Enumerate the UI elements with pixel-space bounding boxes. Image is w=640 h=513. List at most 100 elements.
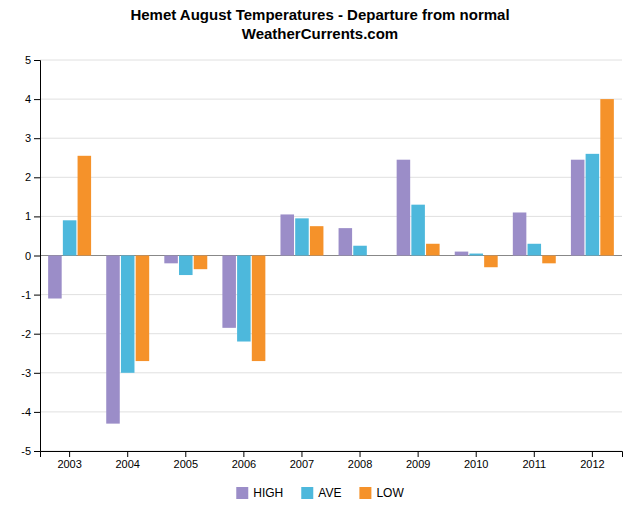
x-tick: 2009 xyxy=(406,451,430,470)
bar xyxy=(78,156,92,256)
legend-item: LOW xyxy=(359,486,404,500)
bar xyxy=(513,212,527,255)
bar xyxy=(353,246,367,256)
bar xyxy=(339,228,353,255)
y-tick-mark xyxy=(34,138,40,139)
bar xyxy=(571,160,585,256)
x-tick-label: 2005 xyxy=(174,458,198,470)
x-tick-label: 2006 xyxy=(232,458,256,470)
grid xyxy=(40,60,622,451)
x-tick-mark xyxy=(127,451,128,457)
y-tick-label: -3 xyxy=(21,367,31,379)
x-tick-label: 2009 xyxy=(406,458,430,470)
bar xyxy=(237,256,251,342)
y-axis: -5-4-3-2-1012345 xyxy=(21,54,40,457)
bar xyxy=(469,254,483,256)
x-tick-label: 2004 xyxy=(115,458,139,470)
bar xyxy=(426,244,440,256)
y-tick-mark xyxy=(34,295,40,296)
y-tick-label: -1 xyxy=(21,289,31,301)
legend-swatch xyxy=(301,487,313,499)
y-tick-mark xyxy=(34,60,40,61)
bars xyxy=(48,99,614,424)
bar xyxy=(484,256,498,268)
bar xyxy=(295,218,309,255)
bar xyxy=(136,256,150,362)
x-axis-line xyxy=(41,452,623,458)
bar xyxy=(194,256,208,270)
x-tick: 2011 xyxy=(522,451,546,470)
y-tick-label: 0 xyxy=(25,250,31,262)
x-tick-mark xyxy=(69,451,70,457)
x-tick-label: 2003 xyxy=(57,458,81,470)
x-tick-mark xyxy=(418,451,419,457)
bar xyxy=(48,256,62,299)
series xyxy=(63,154,599,373)
y-tick-label: 4 xyxy=(25,93,31,105)
x-tick: 2007 xyxy=(290,451,314,470)
x-tick: 2010 xyxy=(464,451,488,470)
bar xyxy=(455,252,469,256)
y-tick: -3 xyxy=(21,367,40,379)
grid-line xyxy=(40,60,622,61)
legend-item: AVE xyxy=(301,486,341,500)
bar xyxy=(164,256,178,264)
bar xyxy=(222,256,236,328)
y-tick-label: 5 xyxy=(25,54,31,66)
x-tick-mark xyxy=(301,451,302,457)
bar xyxy=(411,205,425,256)
legend-item: HIGH xyxy=(236,486,283,500)
x-tick: 2005 xyxy=(174,451,198,470)
x-tick-label: 2012 xyxy=(580,458,604,470)
x-tick: 2003 xyxy=(57,451,81,470)
legend: HIGH AVE LOW xyxy=(236,486,404,500)
y-tick-label: -4 xyxy=(21,406,31,418)
bar xyxy=(542,256,556,264)
plot: -5-4-3-2-1012345200320042005200620072008… xyxy=(21,54,622,470)
bar xyxy=(528,244,542,256)
y-tick-label: 1 xyxy=(25,210,31,222)
bar xyxy=(106,256,120,424)
y-tick-mark xyxy=(34,256,40,257)
series xyxy=(48,160,584,424)
x-tick-mark xyxy=(243,451,244,457)
y-tick-mark xyxy=(34,99,40,100)
x-tick: 2004 xyxy=(115,451,139,470)
chart: Hemet August Temperatures - Departure fr… xyxy=(0,0,640,513)
y-axis-line xyxy=(34,61,41,452)
bar xyxy=(63,220,77,255)
y-tick-mark xyxy=(34,412,40,413)
legend-swatch xyxy=(359,487,371,499)
x-tick: 2008 xyxy=(348,451,372,470)
grid-line xyxy=(40,216,622,217)
legend-label: LOW xyxy=(376,486,404,500)
y-tick: 5 xyxy=(25,54,40,66)
grid-line xyxy=(40,411,622,412)
x-tick: 2012 xyxy=(580,451,604,470)
x-tick-mark xyxy=(476,451,477,457)
y-tick-label: 3 xyxy=(25,132,31,144)
x-tick-mark xyxy=(185,451,186,457)
legend-swatch xyxy=(236,487,248,499)
y-tick-mark xyxy=(34,373,40,374)
y-tick-label: -2 xyxy=(21,328,31,340)
bar xyxy=(280,214,294,255)
y-tick-mark xyxy=(34,334,40,335)
grid-line xyxy=(40,99,622,100)
x-tick-mark xyxy=(360,451,361,457)
y-tick: -2 xyxy=(21,328,40,340)
y-tick-mark xyxy=(34,216,40,217)
y-tick: 4 xyxy=(25,93,40,105)
x-tick-label: 2011 xyxy=(522,458,546,470)
y-tick-label: 2 xyxy=(25,171,31,183)
bar xyxy=(252,256,266,362)
x-tick: 2006 xyxy=(232,451,256,470)
bar xyxy=(310,226,324,255)
legend-label: HIGH xyxy=(253,486,283,500)
x-axis: 2003 2004 2005 2006 2007 2008 2009 2010 2011 2012 xyxy=(41,451,623,470)
x-tick-mark xyxy=(534,451,535,457)
x-tick-label: 2007 xyxy=(290,458,314,470)
bar xyxy=(600,99,614,255)
y-tick: 3 xyxy=(25,132,40,144)
bar xyxy=(586,154,600,256)
